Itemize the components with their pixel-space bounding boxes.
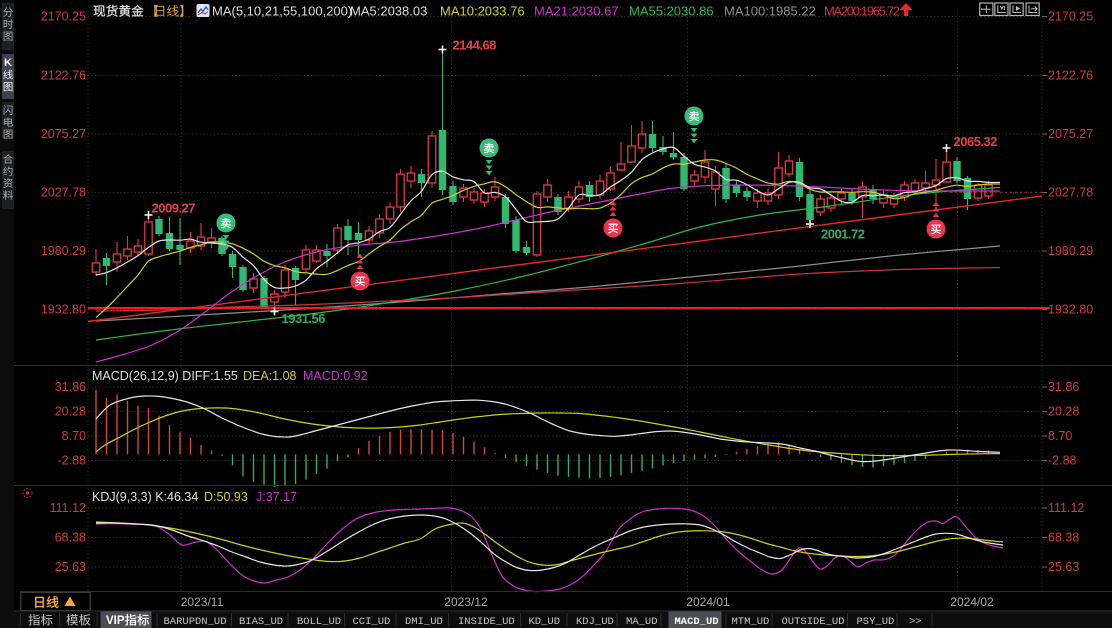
svg-text:PSY_UD: PSY_UD <box>857 616 895 628</box>
svg-text:31.86: 31.86 <box>1048 380 1079 394</box>
svg-text:D:50.93: D:50.93 <box>204 490 248 504</box>
svg-text:2122.76: 2122.76 <box>41 69 86 83</box>
svg-text:25.63: 25.63 <box>1048 560 1079 574</box>
svg-text:8.70: 8.70 <box>1048 429 1072 443</box>
svg-text:2023/11: 2023/11 <box>181 595 224 609</box>
svg-text:KDJ_UD: KDJ_UD <box>576 616 614 628</box>
svg-text:1980.29: 1980.29 <box>1048 244 1093 258</box>
svg-text:2170.25: 2170.25 <box>1048 10 1093 24</box>
svg-text:K: K <box>4 57 12 69</box>
svg-text:J:37.17: J:37.17 <box>256 490 297 504</box>
svg-text:MA200:1965.72: MA200:1965.72 <box>824 4 900 19</box>
svg-text:20.28: 20.28 <box>1048 405 1079 419</box>
svg-text:BARUPDN_UD: BARUPDN_UD <box>164 616 227 628</box>
svg-text:20.28: 20.28 <box>55 405 86 419</box>
svg-text:2027.78: 2027.78 <box>1048 186 1093 200</box>
svg-text:68.38: 68.38 <box>1048 531 1079 545</box>
svg-text:8.70: 8.70 <box>62 429 86 443</box>
svg-text:-2.88: -2.88 <box>58 454 87 468</box>
svg-text:DMI_UD: DMI_UD <box>405 616 443 628</box>
svg-text:2075.27: 2075.27 <box>1048 127 1093 141</box>
svg-text:BOLL_UD: BOLL_UD <box>297 616 341 628</box>
svg-text:MA55:2030.86: MA55:2030.86 <box>629 4 714 19</box>
svg-text:2023/12: 2023/12 <box>444 595 488 609</box>
svg-text:111.12: 111.12 <box>1048 501 1084 515</box>
svg-text:MACD(26,12,9) DIFF:1.55: MACD(26,12,9) DIFF:1.55 <box>92 369 238 383</box>
svg-text:MTM_UD: MTM_UD <box>732 616 770 628</box>
svg-text:1980.29: 1980.29 <box>41 244 86 258</box>
svg-text:1932.80: 1932.80 <box>1048 303 1093 317</box>
svg-text:1932.80: 1932.80 <box>41 303 86 317</box>
svg-text:2009.27: 2009.27 <box>152 201 196 216</box>
svg-text:68.38: 68.38 <box>55 531 86 545</box>
svg-text:MA21:2030.67: MA21:2030.67 <box>534 4 619 19</box>
svg-text:2001.72: 2001.72 <box>821 227 865 242</box>
svg-text:111.12: 111.12 <box>50 501 86 515</box>
svg-text:2144.68: 2144.68 <box>453 38 497 53</box>
svg-text:DEA:1.08: DEA:1.08 <box>243 369 297 383</box>
svg-text:MA_UD: MA_UD <box>626 616 658 628</box>
svg-text:2075.27: 2075.27 <box>41 127 86 141</box>
svg-text:OUTSIDE_UD: OUTSIDE_UD <box>782 616 845 628</box>
svg-text:MA(5,10,21,55,100,200): MA(5,10,21,55,100,200) <box>212 4 352 19</box>
svg-text:2122.76: 2122.76 <box>1048 69 1093 83</box>
svg-text:2024/02: 2024/02 <box>950 595 994 609</box>
svg-text:MACD_UD: MACD_UD <box>675 616 719 628</box>
svg-text:2024/01: 2024/01 <box>686 595 730 609</box>
svg-text:KD_UD: KD_UD <box>529 616 561 628</box>
svg-text:2065.32: 2065.32 <box>954 134 998 149</box>
svg-text:31.86: 31.86 <box>55 380 86 394</box>
svg-text:VIP: VIP <box>106 615 125 627</box>
svg-text:2027.78: 2027.78 <box>41 186 86 200</box>
svg-text:>>: >> <box>909 616 922 628</box>
svg-text:2170.25: 2170.25 <box>41 10 86 24</box>
svg-text:KDJ(9,3,3) K:46.34: KDJ(9,3,3) K:46.34 <box>92 490 198 504</box>
svg-text:BIAS_UD: BIAS_UD <box>239 616 283 628</box>
svg-text:MACD:0.92: MACD:0.92 <box>303 369 368 383</box>
svg-text:MA100:1985.22: MA100:1985.22 <box>724 4 816 19</box>
svg-text:INSIDE_UD: INSIDE_UD <box>458 616 515 628</box>
svg-text:MA10:2033.76: MA10:2033.76 <box>440 4 525 19</box>
svg-text:-2.88: -2.88 <box>1048 454 1077 468</box>
svg-text:CCI_UD: CCI_UD <box>353 616 391 628</box>
svg-text:MA5:2038.03: MA5:2038.03 <box>350 4 427 19</box>
svg-text:1931.56: 1931.56 <box>282 311 326 326</box>
svg-text:25.63: 25.63 <box>55 560 86 574</box>
